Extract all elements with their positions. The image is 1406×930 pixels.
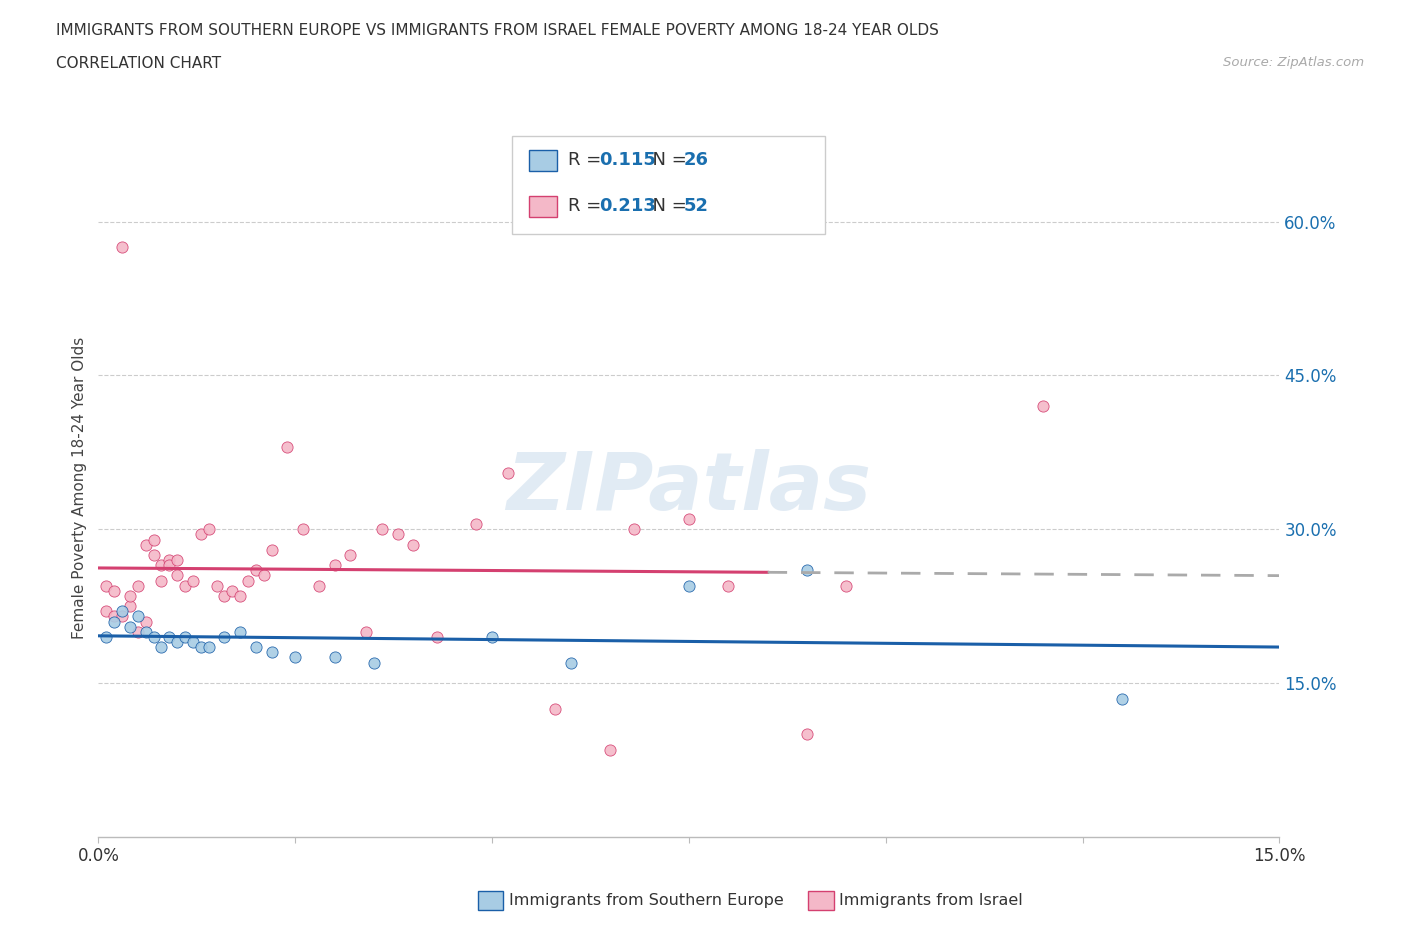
Point: [118, 589, 141, 604]
Point: [127, 578, 149, 593]
Point: [157, 552, 180, 567]
Point: [214, 630, 236, 644]
Point: [229, 589, 252, 604]
Point: [135, 624, 157, 639]
Point: [260, 542, 283, 557]
Point: [717, 578, 740, 593]
Point: [284, 650, 307, 665]
Point: [796, 563, 818, 578]
Point: [197, 522, 219, 537]
Point: [214, 589, 236, 604]
Text: 0.213: 0.213: [599, 197, 655, 216]
Text: CORRELATION CHART: CORRELATION CHART: [56, 56, 221, 71]
Point: [363, 656, 385, 671]
Text: N =: N =: [641, 197, 693, 216]
Point: [253, 568, 276, 583]
Point: [678, 512, 700, 526]
Text: R =: R =: [568, 197, 607, 216]
Point: [174, 630, 197, 644]
Point: [142, 630, 165, 644]
Y-axis label: Female Poverty Among 18-24 Year Olds: Female Poverty Among 18-24 Year Olds: [72, 338, 87, 640]
Point: [323, 650, 346, 665]
Point: [103, 609, 125, 624]
Point: [623, 522, 645, 537]
Point: [150, 558, 173, 573]
Point: [245, 563, 267, 578]
Point: [111, 604, 134, 618]
Point: [157, 630, 180, 644]
Text: Immigrants from Israel: Immigrants from Israel: [839, 893, 1024, 908]
Point: [465, 517, 488, 532]
Point: [111, 240, 134, 255]
Point: [426, 630, 449, 644]
Text: Immigrants from Southern Europe: Immigrants from Southern Europe: [509, 893, 783, 908]
Point: [260, 644, 283, 659]
Point: [354, 624, 377, 639]
Point: [308, 578, 330, 593]
Text: Source: ZipAtlas.com: Source: ZipAtlas.com: [1223, 56, 1364, 69]
Point: [323, 558, 346, 573]
Point: [166, 552, 188, 567]
Point: [103, 583, 125, 598]
Point: [197, 640, 219, 655]
Point: [150, 640, 173, 655]
Text: N =: N =: [641, 152, 693, 169]
Point: [599, 742, 621, 757]
Point: [371, 522, 394, 537]
Point: [190, 527, 212, 542]
Point: [544, 701, 567, 716]
Text: 26: 26: [683, 152, 709, 169]
Point: [96, 578, 118, 593]
Point: [560, 656, 582, 671]
Point: [166, 568, 188, 583]
Point: [181, 573, 204, 588]
Point: [181, 634, 204, 649]
Text: 52: 52: [683, 197, 709, 216]
Text: R =: R =: [568, 152, 607, 169]
Point: [205, 578, 228, 593]
Point: [142, 548, 165, 563]
Point: [276, 440, 298, 455]
Point: [221, 583, 243, 598]
Text: IMMIGRANTS FROM SOUTHERN EUROPE VS IMMIGRANTS FROM ISRAEL FEMALE POVERTY AMONG 1: IMMIGRANTS FROM SOUTHERN EUROPE VS IMMIG…: [56, 23, 939, 38]
Point: [387, 527, 409, 542]
Point: [127, 624, 149, 639]
Text: 0.115: 0.115: [599, 152, 655, 169]
Point: [339, 548, 361, 563]
Point: [1111, 691, 1133, 706]
Point: [96, 630, 118, 644]
Point: [236, 573, 259, 588]
Point: [835, 578, 858, 593]
Text: ZIPatlas: ZIPatlas: [506, 449, 872, 527]
Point: [174, 578, 197, 593]
Point: [127, 609, 149, 624]
Point: [678, 578, 700, 593]
Point: [118, 619, 141, 634]
Point: [150, 573, 173, 588]
Point: [292, 522, 315, 537]
Point: [245, 640, 267, 655]
Point: [190, 640, 212, 655]
Point: [166, 634, 188, 649]
Point: [481, 630, 503, 644]
Point: [142, 532, 165, 547]
Point: [229, 624, 252, 639]
Point: [135, 538, 157, 552]
Point: [135, 614, 157, 629]
Point: [157, 558, 180, 573]
Point: [96, 604, 118, 618]
Point: [103, 614, 125, 629]
Point: [402, 538, 425, 552]
Point: [796, 727, 818, 742]
Point: [496, 465, 519, 480]
Point: [118, 599, 141, 614]
Point: [1032, 399, 1054, 414]
Point: [111, 609, 134, 624]
